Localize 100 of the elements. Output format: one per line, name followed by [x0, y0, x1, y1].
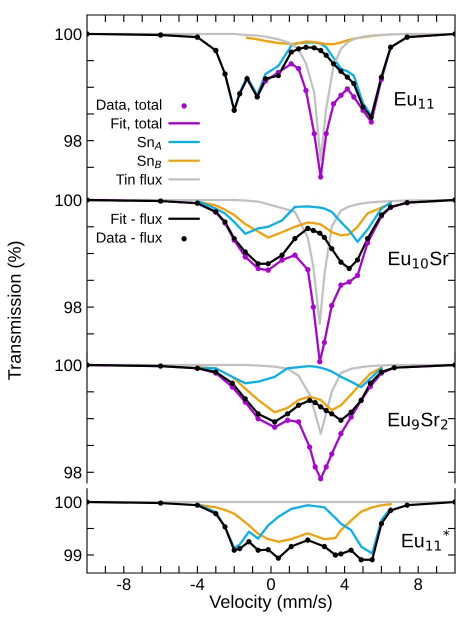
point — [338, 551, 344, 557]
point — [242, 254, 248, 260]
y-tick-label: 100 — [56, 194, 82, 206]
y-tick-label: 100 — [56, 359, 82, 372]
point — [329, 246, 334, 252]
y-tick-label: 98 — [64, 466, 82, 478]
x-axis-title: Velocity (mm/s) — [209, 594, 332, 612]
y-axis-title: Transmission (%) — [8, 242, 24, 380]
point — [256, 416, 261, 422]
point — [338, 418, 344, 423]
point — [324, 131, 329, 136]
point — [288, 49, 294, 55]
point — [266, 268, 271, 273]
point — [272, 424, 278, 430]
point — [305, 267, 310, 272]
point — [322, 544, 327, 550]
point — [370, 557, 375, 562]
point — [305, 226, 310, 231]
point — [317, 359, 322, 364]
series-label: Fit - flux — [112, 213, 162, 224]
point — [305, 538, 310, 543]
x-tick-label: 4 — [340, 578, 349, 590]
point — [338, 260, 344, 265]
point — [330, 101, 336, 106]
point — [322, 340, 327, 346]
point — [329, 451, 334, 457]
point — [158, 500, 164, 506]
x-tick-label: 0 — [267, 578, 275, 590]
point — [318, 48, 324, 54]
point — [368, 114, 374, 120]
point — [303, 44, 309, 50]
point — [317, 230, 322, 236]
point — [284, 411, 290, 416]
point — [303, 88, 309, 94]
x-tick-label: -4 — [190, 578, 204, 590]
point — [329, 302, 334, 308]
point — [307, 444, 312, 450]
point — [296, 46, 302, 52]
point — [213, 511, 218, 516]
point — [354, 257, 360, 263]
point — [194, 502, 200, 508]
point — [276, 72, 281, 78]
point — [404, 502, 410, 508]
point — [360, 104, 366, 110]
y-tick-label: 100 — [56, 28, 82, 40]
legend-label: Data - flux — [96, 232, 162, 243]
point — [256, 548, 261, 553]
point — [346, 279, 352, 285]
legend-label: Sn$_{A}$ — [138, 136, 162, 150]
point — [348, 410, 354, 415]
point — [338, 431, 344, 436]
point — [338, 92, 344, 98]
point — [318, 174, 324, 180]
point — [307, 398, 312, 404]
legend-label: Fit, total — [112, 118, 162, 130]
point — [279, 257, 285, 263]
point — [296, 419, 302, 424]
point — [310, 304, 316, 310]
point — [256, 266, 261, 272]
point — [378, 521, 384, 526]
point — [242, 396, 248, 402]
point — [324, 52, 329, 58]
point — [312, 45, 317, 50]
point — [312, 400, 318, 406]
y-tick-label: 99 — [64, 549, 82, 562]
legend-label: Data, total — [96, 99, 162, 112]
point — [256, 261, 261, 266]
point — [351, 94, 356, 100]
point — [232, 548, 237, 553]
point — [344, 74, 350, 80]
point — [338, 68, 344, 74]
point — [237, 546, 242, 552]
point — [246, 539, 252, 544]
point — [324, 464, 329, 470]
y-tick-label: 98 — [64, 301, 82, 314]
y-tick-label: 100 — [56, 496, 82, 508]
point — [312, 131, 317, 136]
point — [242, 249, 248, 255]
point — [266, 261, 271, 266]
annotation: Eu$_{9}$Sr$_{2}$ — [388, 412, 448, 430]
point — [230, 380, 235, 386]
point — [322, 234, 327, 240]
point — [256, 411, 261, 416]
point — [346, 266, 352, 272]
point — [276, 556, 281, 561]
y-tick-label: 98 — [64, 135, 82, 147]
point — [358, 557, 364, 562]
point — [288, 544, 294, 550]
annotation: Eu$_{11}$$^{*}$ — [402, 530, 450, 550]
point — [368, 380, 373, 386]
x-tick-label: -8 — [117, 578, 130, 590]
point — [344, 86, 350, 92]
legend-label: Sn$_{B}$ — [137, 156, 162, 168]
point — [288, 61, 294, 66]
point — [310, 228, 316, 234]
point — [292, 252, 298, 258]
point — [348, 548, 354, 553]
point — [348, 414, 354, 420]
x-tick-label: 8 — [414, 578, 422, 590]
legend-label: Tin flux — [116, 174, 162, 185]
